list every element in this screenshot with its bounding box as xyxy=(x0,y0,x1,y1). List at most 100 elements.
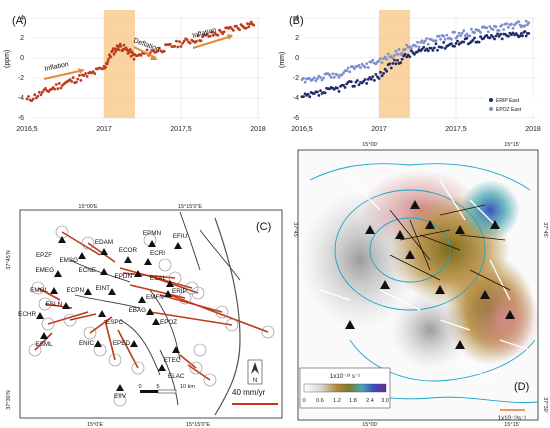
station-label: ENIC xyxy=(79,340,94,347)
data-point xyxy=(396,52,399,56)
data-point xyxy=(148,51,152,55)
panel-b-ytick: -4 xyxy=(293,95,299,102)
panel-d-stations xyxy=(345,200,515,349)
data-point xyxy=(54,83,58,86)
panel-c-velocity-scale: 40 mm/yr xyxy=(232,388,278,405)
data-point xyxy=(453,30,456,34)
data-point xyxy=(107,57,110,61)
data-point xyxy=(104,65,107,69)
data-point xyxy=(496,32,499,36)
station-label: EIIV xyxy=(114,393,127,400)
data-point xyxy=(502,28,506,31)
panel-d-colorbar: 1x10⁻¹³ s⁻¹ 0 0.6 1.2 1.8 2.4 3.0 xyxy=(299,367,391,409)
data-point xyxy=(349,80,353,84)
station-label: ESAL xyxy=(150,275,167,282)
data-point xyxy=(374,62,378,66)
svg-text:0: 0 xyxy=(138,384,141,390)
data-point xyxy=(185,38,189,42)
data-point xyxy=(519,32,523,35)
data-point xyxy=(422,45,426,49)
data-point xyxy=(385,57,389,61)
panel-b-ylabel: (mm) xyxy=(279,52,286,68)
data-point xyxy=(182,39,186,43)
data-point xyxy=(497,34,501,38)
data-point xyxy=(521,34,524,38)
panel-a-ytick: 4 xyxy=(20,15,24,22)
data-point xyxy=(373,79,376,82)
data-point xyxy=(222,30,226,34)
data-point xyxy=(423,39,427,43)
panel-c-lon-label: 15°00'E xyxy=(78,204,97,210)
panel-d-strain-map: 15°00' 15°15' 37°45' 37°45' 37°30' 15°00… xyxy=(292,142,548,428)
data-point xyxy=(156,49,160,53)
data-point xyxy=(380,74,384,78)
data-point xyxy=(430,46,433,50)
data-point xyxy=(426,42,430,46)
station-label: ESML xyxy=(35,341,53,348)
data-point xyxy=(314,79,318,83)
data-point xyxy=(346,66,350,70)
data-point xyxy=(357,83,361,87)
data-point xyxy=(425,37,429,40)
svg-text:0: 0 xyxy=(302,398,305,404)
data-point xyxy=(84,72,87,75)
panel-c-bottom-lon: 15°0'E xyxy=(87,422,103,428)
data-point xyxy=(101,67,104,71)
data-point xyxy=(210,30,214,34)
data-point xyxy=(111,49,114,53)
data-point xyxy=(468,34,472,38)
data-point xyxy=(437,34,441,38)
station-label: EDAM xyxy=(95,239,113,246)
data-point xyxy=(499,32,503,36)
data-point xyxy=(117,48,120,52)
panel-c-station-map: 15°00'E 15°15'0"E 37°45'N 37°30'N 15°0'E… xyxy=(0,200,290,428)
data-point xyxy=(383,55,387,59)
data-point xyxy=(491,35,495,39)
station-label: EINT xyxy=(96,285,110,292)
panel-c-north-arrow: N xyxy=(247,359,263,385)
panel-b-ytick: 2 xyxy=(295,35,299,42)
data-point xyxy=(500,23,504,27)
data-point xyxy=(105,62,109,66)
data-point xyxy=(394,49,398,53)
station-label: EMGL xyxy=(30,287,48,294)
data-point xyxy=(450,37,453,41)
data-point xyxy=(119,44,123,48)
data-point xyxy=(426,49,430,53)
data-point xyxy=(343,86,347,89)
annotation-inflation-1: Inflation xyxy=(44,61,70,73)
data-point xyxy=(399,61,402,65)
data-point xyxy=(420,47,424,51)
data-point xyxy=(127,51,131,54)
svg-text:2.4: 2.4 xyxy=(366,398,374,404)
data-point xyxy=(122,43,126,47)
data-point xyxy=(457,31,461,35)
data-point xyxy=(488,25,492,28)
data-point xyxy=(342,71,345,75)
data-point xyxy=(53,87,57,91)
svg-text:1.2: 1.2 xyxy=(333,398,341,404)
colorbar-title: 1x10⁻¹³ s⁻¹ xyxy=(330,374,360,380)
data-point xyxy=(128,48,132,51)
data-point xyxy=(494,34,498,38)
panel-d-compression-axes xyxy=(389,204,511,291)
panel-d-label: (D) xyxy=(514,381,529,393)
data-point xyxy=(366,66,370,69)
data-point xyxy=(68,78,72,81)
data-point xyxy=(41,90,44,94)
data-point xyxy=(454,36,458,40)
data-point xyxy=(238,28,241,32)
data-point xyxy=(434,39,438,43)
data-point xyxy=(379,70,382,74)
data-point xyxy=(453,44,456,48)
station-label: ELAC xyxy=(168,373,185,380)
data-point xyxy=(422,41,426,45)
panel-a-xtick: 2016,5 xyxy=(16,126,38,133)
data-point xyxy=(205,32,209,36)
data-point xyxy=(523,24,527,27)
data-point xyxy=(371,75,375,78)
data-point xyxy=(178,40,181,44)
station-label: EPED xyxy=(113,340,131,347)
data-point xyxy=(179,45,183,48)
data-point xyxy=(36,94,40,98)
